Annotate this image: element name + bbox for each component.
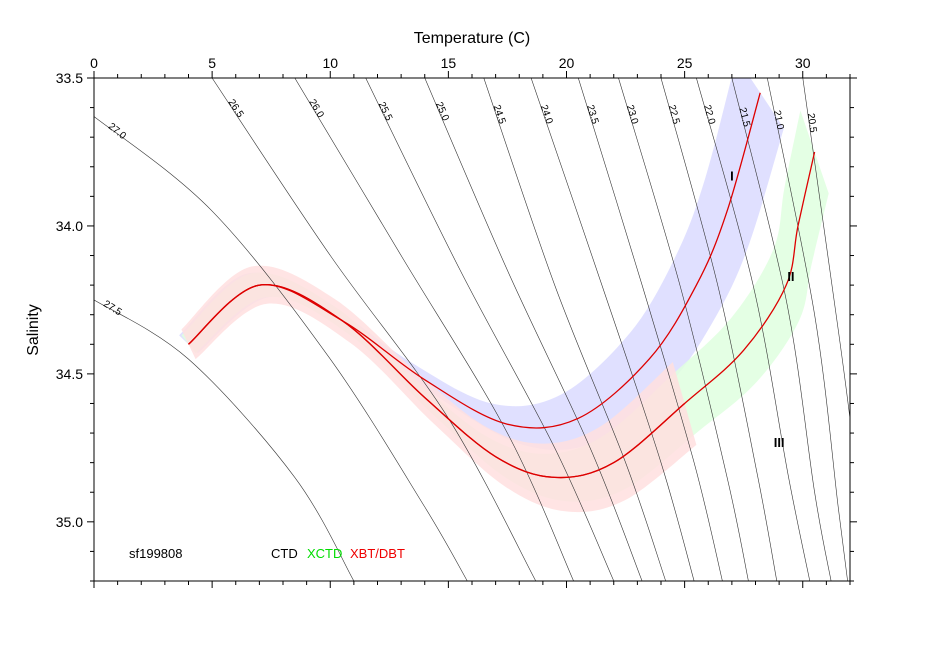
y-tick-label: 34.0 — [56, 218, 83, 234]
y-tick-label: 33.5 — [56, 70, 83, 86]
isopycnal-label: 26.0 — [306, 98, 326, 121]
x-tick-label: 10 — [322, 55, 338, 71]
y-tick-label: 34.5 — [56, 366, 83, 382]
isopycnal-25.0 — [424, 78, 643, 581]
isopycnal-24.5 — [483, 78, 666, 581]
isopycnal-label: 25.0 — [433, 100, 451, 123]
profile-line-i — [188, 92, 761, 429]
x-tick-label: 30 — [795, 55, 811, 71]
band-iii — [181, 265, 697, 513]
region-label-ii: II — [787, 269, 794, 284]
isopycnal-20.5 — [802, 78, 850, 419]
isopycnal-label: 23.0 — [624, 104, 640, 126]
x-tick-label: 0 — [90, 55, 98, 71]
region-label-i: I — [730, 169, 734, 184]
legend-item-ctd: CTD — [271, 546, 298, 561]
x-tick-label: 20 — [559, 55, 575, 71]
isopycnal-25.5 — [365, 78, 615, 581]
x-tick-label: 15 — [441, 55, 457, 71]
isopycnal-label: 20.5 — [805, 113, 819, 134]
isopycnal-21.5 — [731, 78, 832, 581]
band-i — [179, 78, 784, 450]
isopycnal-21.0 — [767, 78, 848, 581]
cruise-id-label: sf199808 — [129, 546, 183, 561]
x-tick-label: 25 — [677, 55, 693, 71]
isopycnal-label: 21.0 — [771, 109, 786, 131]
isopycnal-23.5 — [578, 78, 723, 581]
isopycnal-label: 22.0 — [701, 104, 717, 126]
isopycnal-26.5 — [211, 78, 537, 581]
legend-item-xctd: XCTD — [307, 546, 342, 561]
isopycnal-24.0 — [530, 78, 695, 581]
isopycnal-label: 27.5 — [101, 299, 124, 319]
profile-line-iii — [188, 283, 686, 479]
legend-item-xbt-dbt: XBT/DBT — [350, 546, 405, 561]
isopycnal-label: 21.5 — [736, 107, 751, 129]
y-tick-label: 35.0 — [56, 514, 83, 530]
isopycnal-27.5 — [94, 299, 355, 581]
isopycnal-label: 23.5 — [584, 104, 600, 126]
isopycnals — [94, 78, 850, 581]
y-axis-title: Salinity — [25, 304, 42, 356]
spread-bands — [179, 78, 829, 513]
profile-lines — [188, 92, 816, 479]
x-axis-title: Temperature (C) — [414, 30, 530, 47]
isopycnal-27.0 — [94, 116, 468, 581]
region-label-iii: III — [774, 435, 785, 450]
isopycnal-23.0 — [618, 78, 749, 581]
isopycnal-label: 25.5 — [376, 100, 395, 123]
x-tick-label: 5 — [208, 55, 216, 71]
isopycnal-label: 24.0 — [538, 103, 555, 125]
isopycnal-22.0 — [696, 78, 811, 581]
isopycnal-26.0 — [294, 78, 574, 581]
legend: CTD XCTD XBT/DBT — [271, 546, 405, 561]
isopycnal-label: 22.5 — [666, 104, 682, 126]
isopycnal-label: 24.5 — [491, 103, 508, 125]
isopycnal-label: 26.5 — [226, 97, 246, 120]
axis-ticks: 0 5 10 15 20 25 30 33.5 34.0 34.5 35.0 — [56, 55, 857, 588]
